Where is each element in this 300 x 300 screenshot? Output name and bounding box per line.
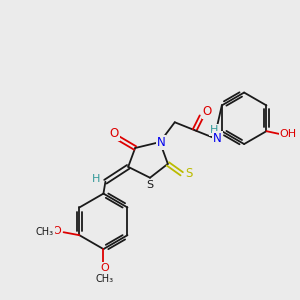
Text: O: O (110, 127, 119, 140)
Text: O: O (100, 263, 109, 273)
Text: CH₃: CH₃ (95, 274, 113, 284)
Text: H: H (210, 125, 219, 135)
Text: S: S (185, 167, 192, 180)
Text: OH: OH (280, 129, 297, 139)
Text: N: N (213, 132, 222, 145)
Text: N: N (157, 136, 165, 148)
Text: H: H (92, 174, 101, 184)
Text: CH₃: CH₃ (36, 227, 54, 237)
Text: O: O (203, 105, 212, 118)
Text: S: S (146, 180, 154, 190)
Text: O: O (52, 226, 61, 236)
